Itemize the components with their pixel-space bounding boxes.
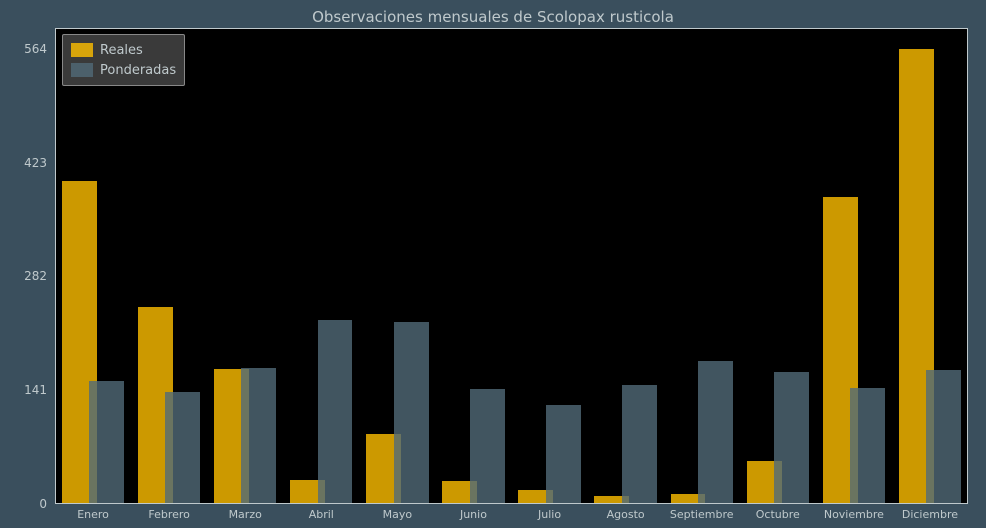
legend-label: Reales [100,43,143,58]
bar-ponderadas [241,368,276,504]
bar-ponderadas [546,405,581,504]
plot-area: Reales Ponderadas [55,28,968,504]
x-category-label: Abril [283,508,359,521]
x-category-label: Septiembre [664,508,740,521]
bar-ponderadas [89,381,124,504]
x-category-label: Julio [512,508,588,521]
x-category-label: Noviembre [816,508,892,521]
y-tick-label: 423 [0,156,47,170]
legend-swatch [71,43,93,57]
bar-ponderadas [774,372,809,504]
bar-ponderadas [165,392,200,504]
legend-item: Reales [71,40,176,60]
x-category-label: Mayo [359,508,435,521]
bar-ponderadas [622,385,657,504]
figure: Observaciones mensuales de Scolopax rust… [0,0,986,528]
bar-ponderadas [470,389,505,504]
x-category-label: Febrero [131,508,207,521]
x-category-label: Agosto [588,508,664,521]
y-tick-label: 282 [0,269,47,283]
x-category-label: Enero [55,508,131,521]
legend-item: Ponderadas [71,60,176,80]
legend: Reales Ponderadas [62,34,185,86]
bar-ponderadas [698,361,733,504]
y-tick-label: 564 [0,42,47,56]
bar-ponderadas [926,370,961,504]
bar-ponderadas [850,388,885,504]
chart-title: Observaciones mensuales de Scolopax rust… [0,8,986,26]
bar-ponderadas [318,320,353,504]
legend-swatch [71,63,93,77]
x-category-label: Junio [435,508,511,521]
bar-ponderadas [394,322,429,504]
y-tick-label: 141 [0,383,47,397]
x-category-label: Marzo [207,508,283,521]
y-tick-label: 0 [0,497,47,511]
legend-label: Ponderadas [100,63,176,78]
x-category-label: Octubre [740,508,816,521]
x-category-label: Diciembre [892,508,968,521]
